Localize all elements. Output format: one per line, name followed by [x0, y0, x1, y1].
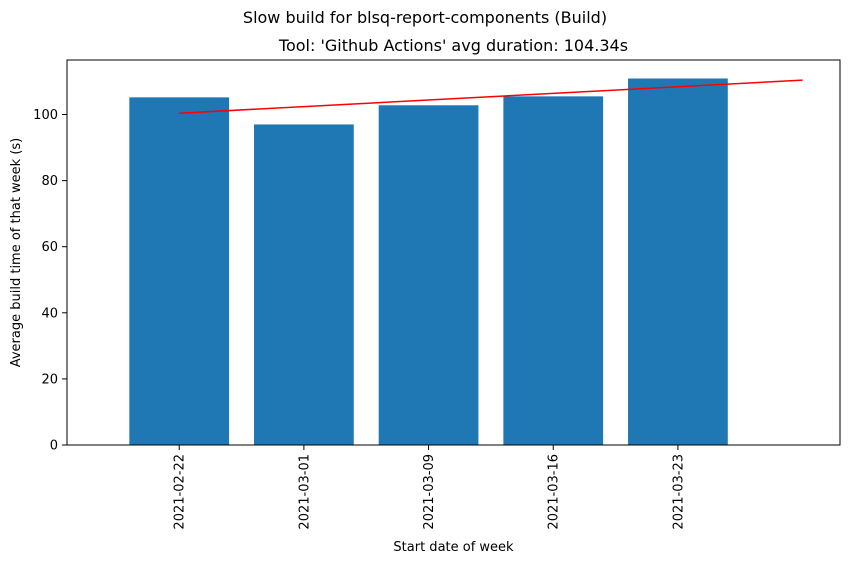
bars-layer — [129, 78, 728, 445]
chart-title: Tool: 'Github Actions' avg duration: 104… — [278, 36, 629, 55]
plot-frame — [66, 59, 841, 446]
x-tick-label: 2021-03-01 — [297, 454, 312, 530]
y-tick-label: 80 — [41, 174, 58, 189]
x-tick-label: 2021-02-22 — [173, 454, 188, 530]
trend-layer — [179, 79, 803, 114]
x-tick-label: 2021-03-09 — [422, 454, 437, 530]
bar-2021-02-22 — [129, 97, 230, 445]
y-axis: 0 20 40 60 80 100 — [33, 108, 67, 454]
x-axis: 2021-02-22 2021-03-01 2021-03-09 2021-03-16… — [173, 445, 686, 530]
x-axis-label: Start date of week — [393, 540, 514, 555]
bar-2021-03-16 — [503, 96, 604, 445]
trend-line — [179, 79, 803, 114]
y-tick-label: 0 — [50, 439, 58, 454]
x-tick-label: 2021-03-16 — [547, 454, 562, 530]
bar-2021-03-01 — [254, 124, 354, 445]
y-tick-label: 60 — [41, 240, 58, 255]
bar-2021-03-23 — [628, 78, 728, 445]
bar-2021-03-09 — [378, 105, 479, 445]
figure-suptitle: Slow build for blsq-report-components (B… — [242, 8, 608, 27]
x-tick-label: 2021-03-23 — [671, 454, 686, 530]
y-axis-label: Average build time of that week (s) — [9, 138, 24, 368]
y-tick-label: 40 — [41, 306, 58, 321]
y-tick-label: 20 — [41, 372, 58, 387]
y-tick-label: 100 — [33, 108, 58, 123]
